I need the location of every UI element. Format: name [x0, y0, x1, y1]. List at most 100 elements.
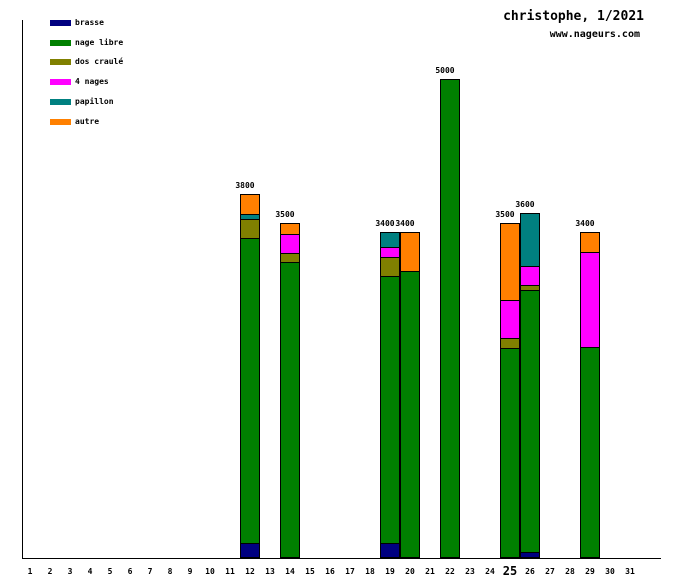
bar-segment-nage-libre — [401, 271, 419, 557]
bar-segment-brasse — [241, 543, 259, 557]
legend-item-papillon: papillon — [50, 96, 114, 108]
stacked-bar-day-26 — [520, 213, 540, 558]
x-tick-day-12: 12 — [245, 567, 255, 576]
bar-segment-4-nages — [521, 266, 539, 285]
bar-segment-dos-craulé — [521, 285, 539, 290]
bar-segment-nage-libre — [441, 80, 459, 557]
bar-total-label-day-19: 3400 — [375, 219, 395, 228]
bar-total-label-day-22: 5000 — [435, 66, 455, 75]
website-url: www.nageurs.com — [549, 29, 640, 40]
stacked-bar-day-25 — [500, 223, 520, 558]
stacked-bar-day-19 — [380, 232, 400, 558]
bar-segment-nage-libre — [581, 347, 599, 557]
x-tick-day-25: 25 — [502, 564, 518, 578]
bar-total-label-day-12: 3800 — [235, 181, 255, 190]
x-tick-day-15: 15 — [305, 567, 315, 576]
legend-swatch — [50, 99, 71, 105]
legend-item-dos-craulé: dos craulé — [50, 56, 123, 68]
bar-total-label-day-20: 3400 — [395, 219, 415, 228]
segment-divider — [381, 247, 399, 248]
y-axis-line — [22, 20, 23, 559]
legend-label: brasse — [75, 18, 104, 27]
x-tick-day-27: 27 — [545, 567, 555, 576]
segment-divider — [281, 234, 299, 235]
segment-divider — [281, 253, 299, 254]
segment-divider — [241, 238, 259, 239]
x-tick-day-26: 26 — [525, 567, 535, 576]
x-tick-day-29: 29 — [585, 567, 595, 576]
bar-segment-4-nages — [381, 247, 399, 257]
bar-segment-dos-craulé — [241, 219, 259, 238]
bar-total-label-day-29: 3400 — [575, 219, 595, 228]
stacked-bar-day-29 — [580, 232, 600, 558]
legend-swatch — [50, 79, 71, 85]
bar-segment-brasse — [521, 552, 539, 557]
legend-item-autre: autre — [50, 116, 99, 128]
bar-total-label-day-25: 3500 — [495, 210, 515, 219]
legend-item-brasse: brasse — [50, 17, 104, 29]
segment-divider — [501, 348, 519, 349]
bar-total-label-day-14: 3500 — [275, 210, 295, 219]
segment-divider — [281, 262, 299, 263]
stacked-bar-day-20 — [400, 232, 420, 558]
x-tick-day-20: 20 — [405, 567, 415, 576]
bar-segment-nage-libre — [381, 276, 399, 543]
x-tick-day-4: 4 — [87, 567, 93, 576]
x-tick-day-8: 8 — [167, 567, 173, 576]
bar-segment-dos-craulé — [381, 257, 399, 276]
x-tick-day-17: 17 — [345, 567, 355, 576]
segment-divider — [241, 543, 259, 544]
legend-swatch — [50, 40, 71, 46]
x-tick-day-11: 11 — [225, 567, 235, 576]
x-tick-day-3: 3 — [67, 567, 73, 576]
legend-label: nage libre — [75, 38, 124, 47]
bar-segment-dos-craulé — [281, 253, 299, 262]
segment-divider — [501, 300, 519, 301]
bar-segment-nage-libre — [521, 290, 539, 552]
x-tick-day-31: 31 — [625, 567, 635, 576]
chart-title: christophe, 1/2021 — [503, 9, 644, 24]
x-tick-day-30: 30 — [605, 567, 615, 576]
legend-swatch — [50, 59, 71, 65]
segment-divider — [381, 543, 399, 544]
bar-segment-papillon — [381, 233, 399, 247]
segment-divider — [581, 347, 599, 348]
bar-segment-autre — [401, 233, 419, 271]
x-tick-day-22: 22 — [445, 567, 455, 576]
bar-total-label-day-26: 3600 — [515, 200, 535, 209]
bar-segment-autre — [241, 195, 259, 214]
legend-swatch — [50, 20, 71, 26]
x-tick-day-21: 21 — [425, 567, 435, 576]
x-tick-day-10: 10 — [205, 567, 215, 576]
legend-item-4-nages: 4 nages — [50, 76, 109, 88]
segment-divider — [521, 266, 539, 267]
bar-segment-autre — [581, 233, 599, 252]
segment-divider — [501, 338, 519, 339]
legend-label: autre — [75, 117, 100, 126]
bar-segment-4-nages — [581, 252, 599, 347]
bar-segment-brasse — [381, 543, 399, 557]
x-tick-day-2: 2 — [47, 567, 53, 576]
bar-segment-papillon — [241, 214, 259, 219]
x-tick-day-6: 6 — [127, 567, 133, 576]
segment-divider — [381, 257, 399, 258]
segment-divider — [381, 276, 399, 277]
legend-label: 4 nages — [75, 77, 109, 86]
bar-segment-4-nages — [281, 234, 299, 253]
bar-segment-autre — [281, 224, 299, 234]
x-tick-day-19: 19 — [385, 567, 395, 576]
x-axis-line — [22, 558, 661, 559]
legend-item-nage-libre: nage libre — [50, 37, 123, 49]
segment-divider — [521, 552, 539, 553]
bar-segment-4-nages — [501, 300, 519, 338]
x-tick-day-28: 28 — [565, 567, 575, 576]
x-tick-day-16: 16 — [325, 567, 335, 576]
bar-segment-nage-libre — [241, 238, 259, 543]
segment-divider — [401, 271, 419, 272]
legend-label: dos craulé — [75, 57, 124, 66]
x-tick-day-9: 9 — [187, 567, 193, 576]
x-tick-day-7: 7 — [147, 567, 153, 576]
x-tick-day-14: 14 — [285, 567, 295, 576]
bar-segment-autre — [501, 224, 519, 300]
bar-segment-dos-craulé — [501, 338, 519, 348]
